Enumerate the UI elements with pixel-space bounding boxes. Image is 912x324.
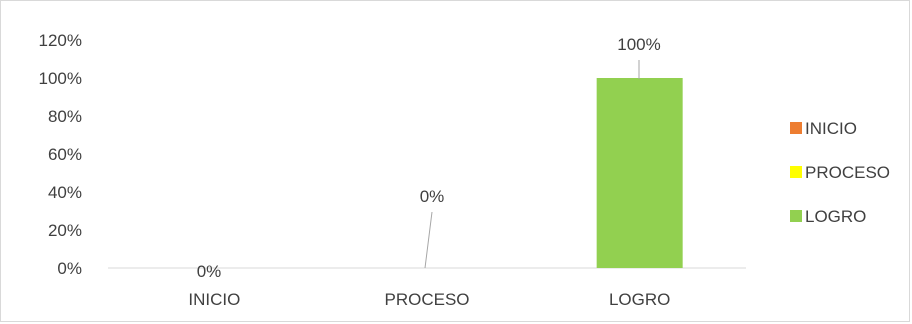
- legend-swatch-proceso: [790, 166, 802, 178]
- x-category-label: PROCESO: [384, 290, 469, 309]
- x-category-label: INICIO: [188, 290, 240, 309]
- bar-logro: [596, 78, 683, 268]
- legend-label: PROCESO: [805, 163, 890, 182]
- data-label: 0%: [197, 262, 222, 281]
- data-label-leader-line: [424, 211, 433, 269]
- x-category-label: LOGRO: [609, 290, 670, 309]
- legend-label: LOGRO: [805, 207, 866, 226]
- y-tick-label: 100%: [39, 69, 82, 88]
- y-tick-label: 20%: [48, 221, 82, 240]
- y-tick-label: 40%: [48, 183, 82, 202]
- y-tick-label: 0%: [57, 259, 82, 278]
- y-tick-label: 120%: [39, 31, 82, 50]
- y-tick-label: 80%: [48, 107, 82, 126]
- legend-swatch-inicio: [790, 122, 802, 134]
- legend-swatch-logro: [790, 210, 802, 222]
- legend-label: INICIO: [805, 119, 857, 138]
- data-label: 100%: [617, 35, 660, 54]
- data-label: 0%: [420, 187, 445, 206]
- y-tick-label: 60%: [48, 145, 82, 164]
